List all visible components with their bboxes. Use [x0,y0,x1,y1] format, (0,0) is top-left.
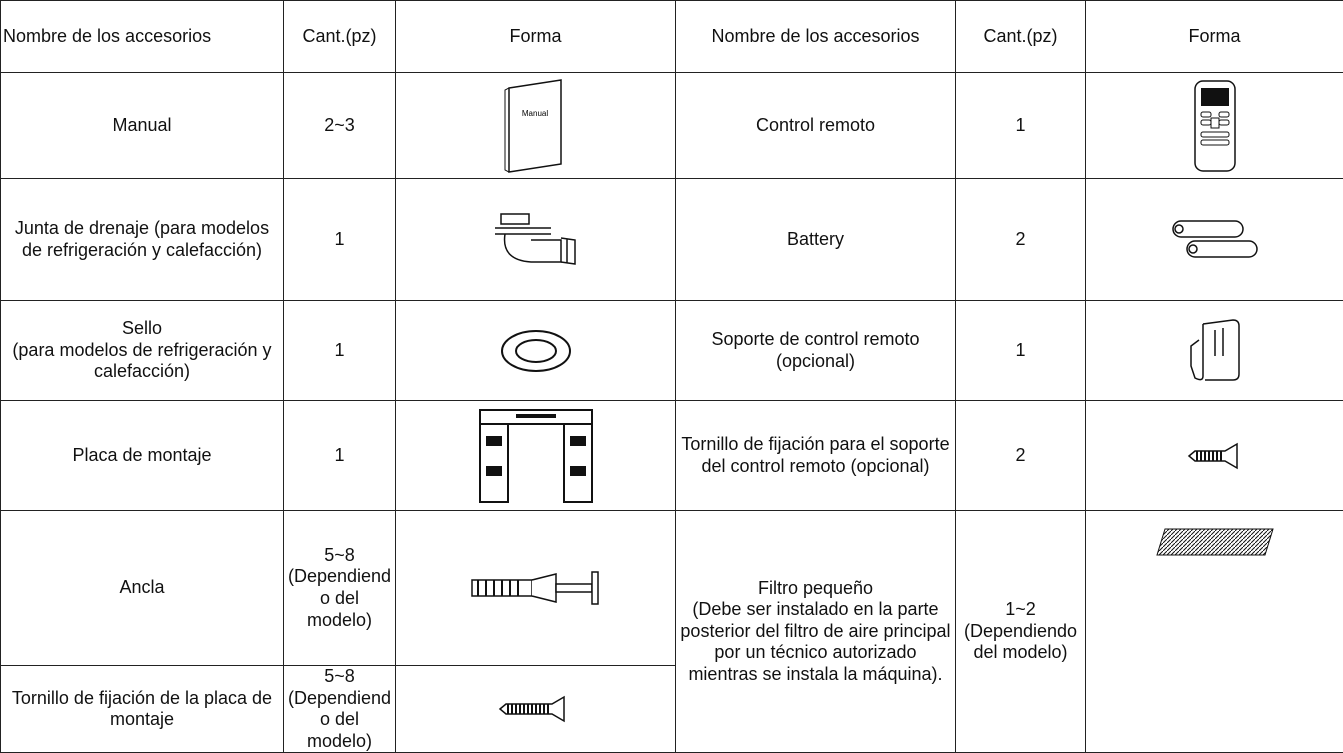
qty-cell: 2 [956,401,1086,511]
qty-cell: 2 [956,179,1086,301]
qty-cell: 1 [956,301,1086,401]
manual-label: Manual [521,109,547,118]
icon-cell [396,401,676,511]
manual-icon: Manual [501,78,571,174]
name-cell: Sello (para modelos de refrigeración y c… [1,301,284,401]
icon-cell [396,179,676,301]
header-cell: Nombre de los accesorios [1,1,284,73]
qty-cell: 5~8 (Dependiendo del modelo) [284,666,396,753]
icon-cell [1086,511,1343,753]
qty-cell: 1 [284,179,396,301]
header-cell: Forma [396,1,676,73]
name-cell: Soporte de control remoto (opcional) [676,301,956,401]
name-cell: Battery [676,179,956,301]
icon-cell [1086,301,1343,401]
header-cell: Cant.(pz) [284,1,396,73]
name-cell: Tornillo de fijación para el soporte del… [676,401,956,511]
icon-cell: Manual [396,73,676,179]
screw-icon [496,694,576,724]
qty-cell: 1 [284,401,396,511]
header-row: Nombre de los accesorios Cant.(pz) Forma… [1,1,1343,73]
icon-cell [396,666,676,753]
header-cell: Forma [1086,1,1343,73]
name-cell: Tornillo de fijación de la placa de mont… [1,666,284,753]
icon-cell [1086,401,1343,511]
seal-icon [496,326,576,376]
name-cell: Ancla [1,511,284,666]
header-cell: Cant.(pz) [956,1,1086,73]
remote-icon [1190,78,1240,174]
name-cell: Manual [1,73,284,179]
icon-cell [1086,73,1343,179]
header-cell: Nombre de los accesorios [676,1,956,73]
qty-cell: 5~8 (Dependiendo del modelo) [284,511,396,666]
icon-cell [396,511,676,666]
mounting-plate-icon [476,406,596,506]
qty-cell: 1 [284,301,396,401]
qty-cell: 1 [956,73,1086,179]
name-cell: Junta de drenaje (para modelos de refrig… [1,179,284,301]
screw-icon [1185,441,1245,471]
name-cell: Placa de montaje [1,401,284,511]
name-cell: Filtro pequeño (Debe ser instalado en la… [676,511,956,753]
qty-cell: 2~3 [284,73,396,179]
icon-cell [1086,179,1343,301]
battery-icon [1165,215,1265,265]
qty-cell: 1~2 (Dependiendo del modelo) [956,511,1086,753]
anchor-icon [466,568,606,608]
name-cell: Control remoto [676,73,956,179]
drain-joint-icon [491,210,581,270]
holder-icon [1185,316,1245,386]
filter-icon [1155,527,1275,557]
icon-cell [396,301,676,401]
